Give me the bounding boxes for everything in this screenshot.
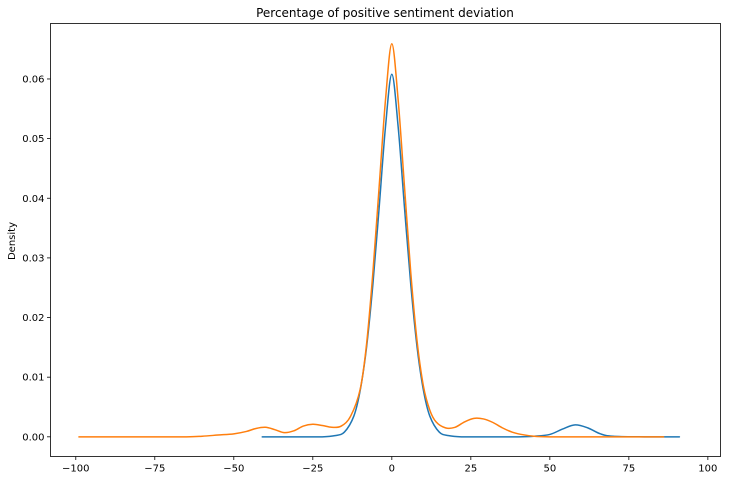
y-tick-label: 0.00: [22, 432, 44, 443]
series-layer: [78, 43, 681, 438]
x-tick-label: 100: [698, 464, 717, 475]
x-tick-label: 0: [389, 464, 395, 475]
series-line-1: [261, 73, 681, 438]
y-axis-ticks: 0.00 0.01 0.02 0.03 0.04 0.05 0.06: [22, 74, 51, 443]
x-tick-label: 25: [464, 464, 477, 475]
x-tick-label: 50: [543, 464, 556, 475]
y-tick-label: 0.02: [22, 313, 44, 324]
plot-area-frame: [50, 23, 721, 457]
series-line-2: [78, 43, 665, 438]
y-tick-label: 0.04: [22, 194, 44, 205]
x-tick-label: 75: [622, 464, 635, 475]
y-tick-label: 0.01: [22, 373, 44, 384]
y-tick-label: 0.05: [22, 134, 44, 145]
y-tick-label: 0.06: [22, 74, 44, 85]
x-tick-label: −50: [223, 464, 244, 475]
x-tick-label: −75: [144, 464, 165, 475]
chart-title: Percentage of positive sentiment deviati…: [256, 6, 514, 20]
y-tick-label: 0.03: [22, 253, 44, 264]
x-tick-label: −100: [62, 464, 89, 475]
y-axis-label: Density: [7, 222, 18, 260]
x-tick-label: −25: [302, 464, 323, 475]
x-axis-ticks: −100 −75 −50 −25 0 25 50 75 100: [62, 456, 717, 475]
